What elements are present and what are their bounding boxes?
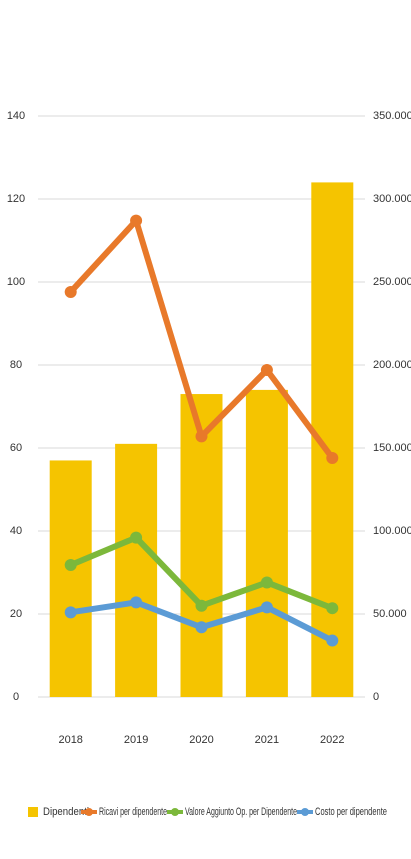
x-tick-label: 2021	[255, 734, 279, 746]
legend-label: Ricavi per dipendente	[99, 806, 167, 818]
line-marker	[130, 531, 143, 544]
line-marker	[326, 634, 339, 647]
line-marker	[64, 559, 77, 572]
line-marker	[130, 596, 143, 609]
y2-tick-label: 150.000	[373, 442, 411, 454]
x-tick-label: 2020	[189, 734, 213, 746]
y-tick-label: 0	[13, 691, 19, 703]
x-tick-label: 2019	[124, 734, 148, 746]
y-tick-label: 140	[7, 110, 25, 122]
y2-tick-label: 300.000	[373, 193, 411, 205]
y2-tick-label: 0	[373, 691, 379, 703]
y-tick-label: 40	[10, 525, 22, 537]
bar	[245, 389, 288, 697]
line-marker	[195, 599, 208, 612]
bar	[180, 394, 223, 697]
x-tick-label: 2018	[58, 734, 82, 746]
y-tick-label: 100	[7, 276, 25, 288]
y-tick-label: 20	[10, 608, 22, 620]
line-marker	[64, 606, 77, 619]
y-tick-label: 60	[10, 442, 22, 454]
y2-tick-label: 100.000	[373, 525, 411, 537]
line-marker	[64, 285, 77, 298]
y2-tick-label: 350.000	[373, 110, 411, 122]
line-marker	[195, 430, 208, 443]
legend-label: Valore Aggiunto Op. per Dipendente	[185, 806, 297, 818]
line-marker	[260, 601, 273, 614]
x-tick-label: 2022	[320, 734, 344, 746]
legend-swatch	[171, 808, 179, 816]
y-tick-label: 80	[10, 359, 22, 371]
bar	[115, 443, 158, 697]
legend-label: Costo per dipendente	[315, 806, 387, 818]
legend-label: Dipendenti	[43, 806, 89, 818]
line-marker	[130, 214, 143, 227]
line-marker	[326, 451, 339, 464]
bar	[49, 460, 92, 697]
y2-tick-label: 250.000	[373, 276, 411, 288]
line-marker	[195, 621, 208, 634]
legend-swatch	[85, 808, 93, 816]
legend-swatch	[301, 808, 309, 816]
legend-swatch	[28, 807, 38, 817]
y-tick-label: 120	[7, 193, 25, 205]
line-marker	[326, 602, 339, 615]
line-marker	[260, 363, 273, 376]
y2-tick-label: 200.000	[373, 359, 411, 371]
line-marker	[260, 576, 273, 589]
y2-tick-label: 50.000	[373, 608, 407, 620]
